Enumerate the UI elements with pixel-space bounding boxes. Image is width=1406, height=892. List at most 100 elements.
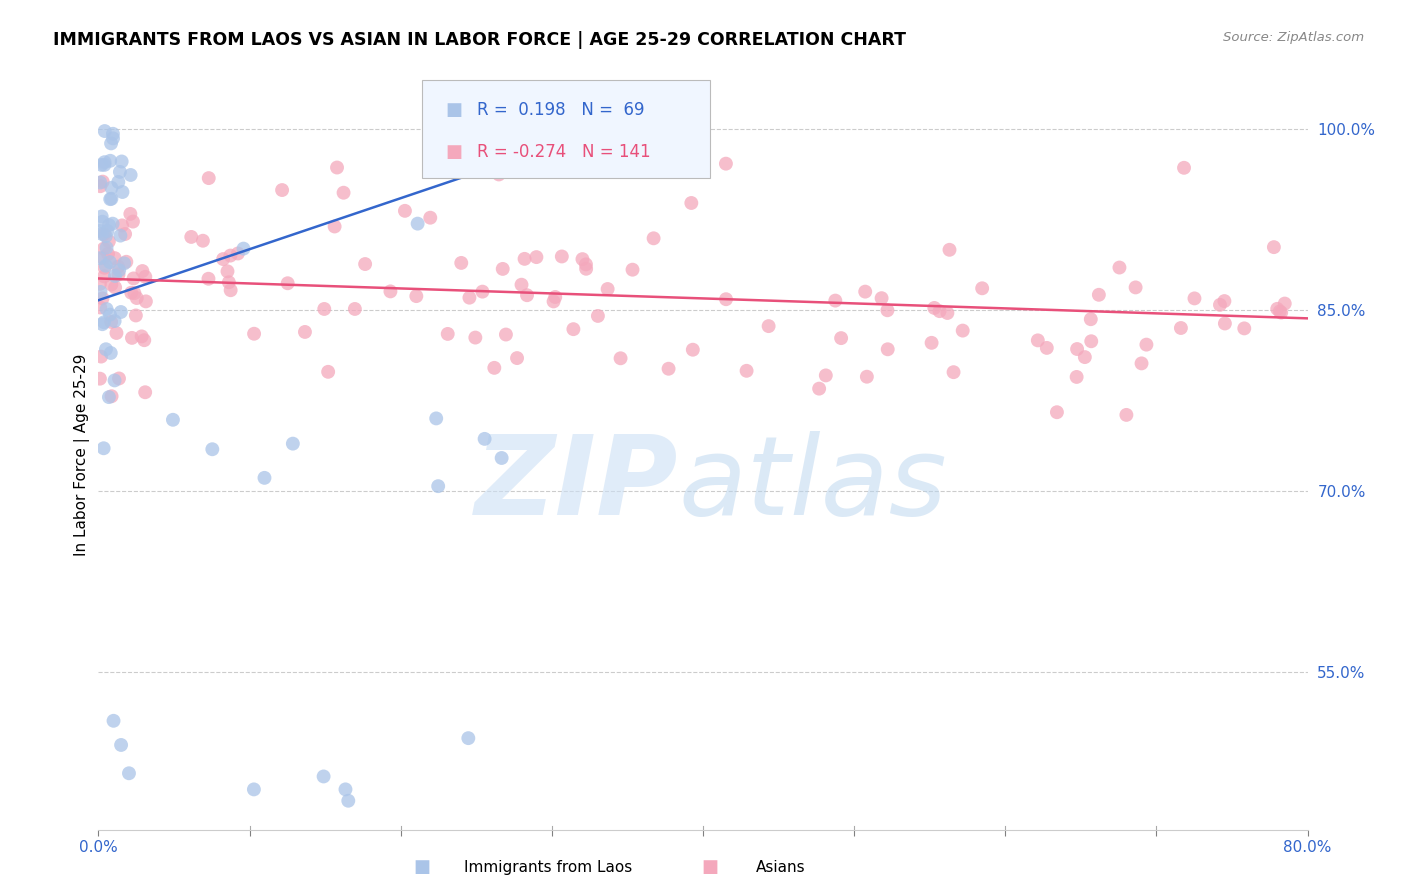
- Point: [122, 214, 145, 228]
- Point: [354, 257, 377, 271]
- Point: [682, 343, 704, 357]
- Point: [1026, 334, 1049, 348]
- Point: [1265, 301, 1288, 316]
- Point: [89, 224, 111, 238]
- Point: [93, 227, 115, 241]
- Point: [491, 450, 513, 465]
- Point: [108, 165, 131, 179]
- Point: [621, 262, 644, 277]
- Point: [93, 158, 115, 172]
- Point: [1046, 405, 1069, 419]
- Point: [103, 373, 125, 387]
- Point: [98, 153, 121, 168]
- Point: [830, 331, 852, 345]
- Point: [131, 329, 153, 343]
- Point: [120, 207, 142, 221]
- Point: [921, 335, 943, 350]
- Point: [91, 215, 114, 229]
- Text: IMMIGRANTS FROM LAOS VS ASIAN IN LABOR FORCE | AGE 25-29 CORRELATION CHART: IMMIGRANTS FROM LAOS VS ASIAN IN LABOR F…: [53, 31, 907, 49]
- Point: [938, 243, 960, 257]
- Point: [134, 269, 156, 284]
- Point: [510, 277, 533, 292]
- Point: [122, 271, 145, 285]
- Point: [1263, 240, 1285, 254]
- Point: [107, 260, 129, 274]
- Point: [121, 331, 143, 345]
- Point: [91, 291, 114, 305]
- Point: [94, 259, 117, 273]
- Point: [488, 168, 510, 182]
- Point: [107, 175, 129, 189]
- Point: [571, 252, 593, 267]
- Point: [110, 738, 132, 752]
- Text: atlas: atlas: [679, 432, 948, 539]
- Point: [658, 361, 681, 376]
- Point: [294, 325, 316, 339]
- Point: [93, 260, 115, 275]
- Point: [870, 291, 893, 305]
- Point: [125, 309, 148, 323]
- Point: [98, 192, 121, 206]
- Point: [544, 290, 567, 304]
- Point: [91, 317, 114, 331]
- Point: [714, 292, 737, 306]
- Point: [94, 343, 117, 357]
- Point: [405, 289, 427, 303]
- Point: [219, 249, 242, 263]
- Point: [197, 171, 219, 186]
- Point: [93, 155, 115, 169]
- Point: [1036, 341, 1059, 355]
- Point: [1213, 317, 1236, 331]
- Text: Source: ZipAtlas.com: Source: ZipAtlas.com: [1223, 31, 1364, 45]
- Point: [120, 285, 142, 300]
- Point: [124, 286, 146, 301]
- Point: [942, 365, 965, 379]
- Point: [1130, 356, 1153, 370]
- Point: [104, 268, 127, 283]
- Point: [1115, 408, 1137, 422]
- Point: [100, 389, 122, 403]
- Point: [104, 280, 127, 294]
- Point: [89, 251, 111, 265]
- Point: [586, 309, 609, 323]
- Point: [97, 235, 120, 249]
- Point: [97, 390, 120, 404]
- Point: [89, 277, 111, 291]
- Point: [681, 196, 703, 211]
- Point: [952, 324, 974, 338]
- Point: [101, 217, 124, 231]
- Point: [110, 228, 132, 243]
- Point: [217, 264, 239, 278]
- Point: [343, 301, 366, 316]
- Point: [135, 294, 157, 309]
- Point: [876, 303, 898, 318]
- Point: [735, 364, 758, 378]
- Point: [1209, 298, 1232, 312]
- Point: [312, 769, 335, 783]
- Point: [924, 301, 946, 315]
- Point: [91, 251, 114, 265]
- Point: [243, 782, 266, 797]
- Point: [1270, 305, 1292, 319]
- Point: [326, 161, 349, 175]
- Point: [316, 365, 339, 379]
- Point: [89, 176, 111, 190]
- Point: [232, 242, 254, 256]
- Point: [853, 285, 876, 299]
- Point: [111, 219, 134, 233]
- Point: [91, 175, 114, 189]
- Point: [162, 413, 184, 427]
- Point: [495, 327, 517, 342]
- Point: [406, 217, 429, 231]
- Point: [134, 333, 156, 347]
- Point: [218, 275, 240, 289]
- Point: [89, 301, 111, 315]
- Point: [100, 181, 122, 195]
- Point: [1066, 342, 1088, 356]
- Point: [90, 350, 112, 364]
- Point: [1125, 280, 1147, 294]
- Point: [93, 242, 115, 256]
- Point: [89, 179, 111, 194]
- Point: [98, 255, 121, 269]
- Text: R =  0.198   N =  69: R = 0.198 N = 69: [477, 101, 644, 119]
